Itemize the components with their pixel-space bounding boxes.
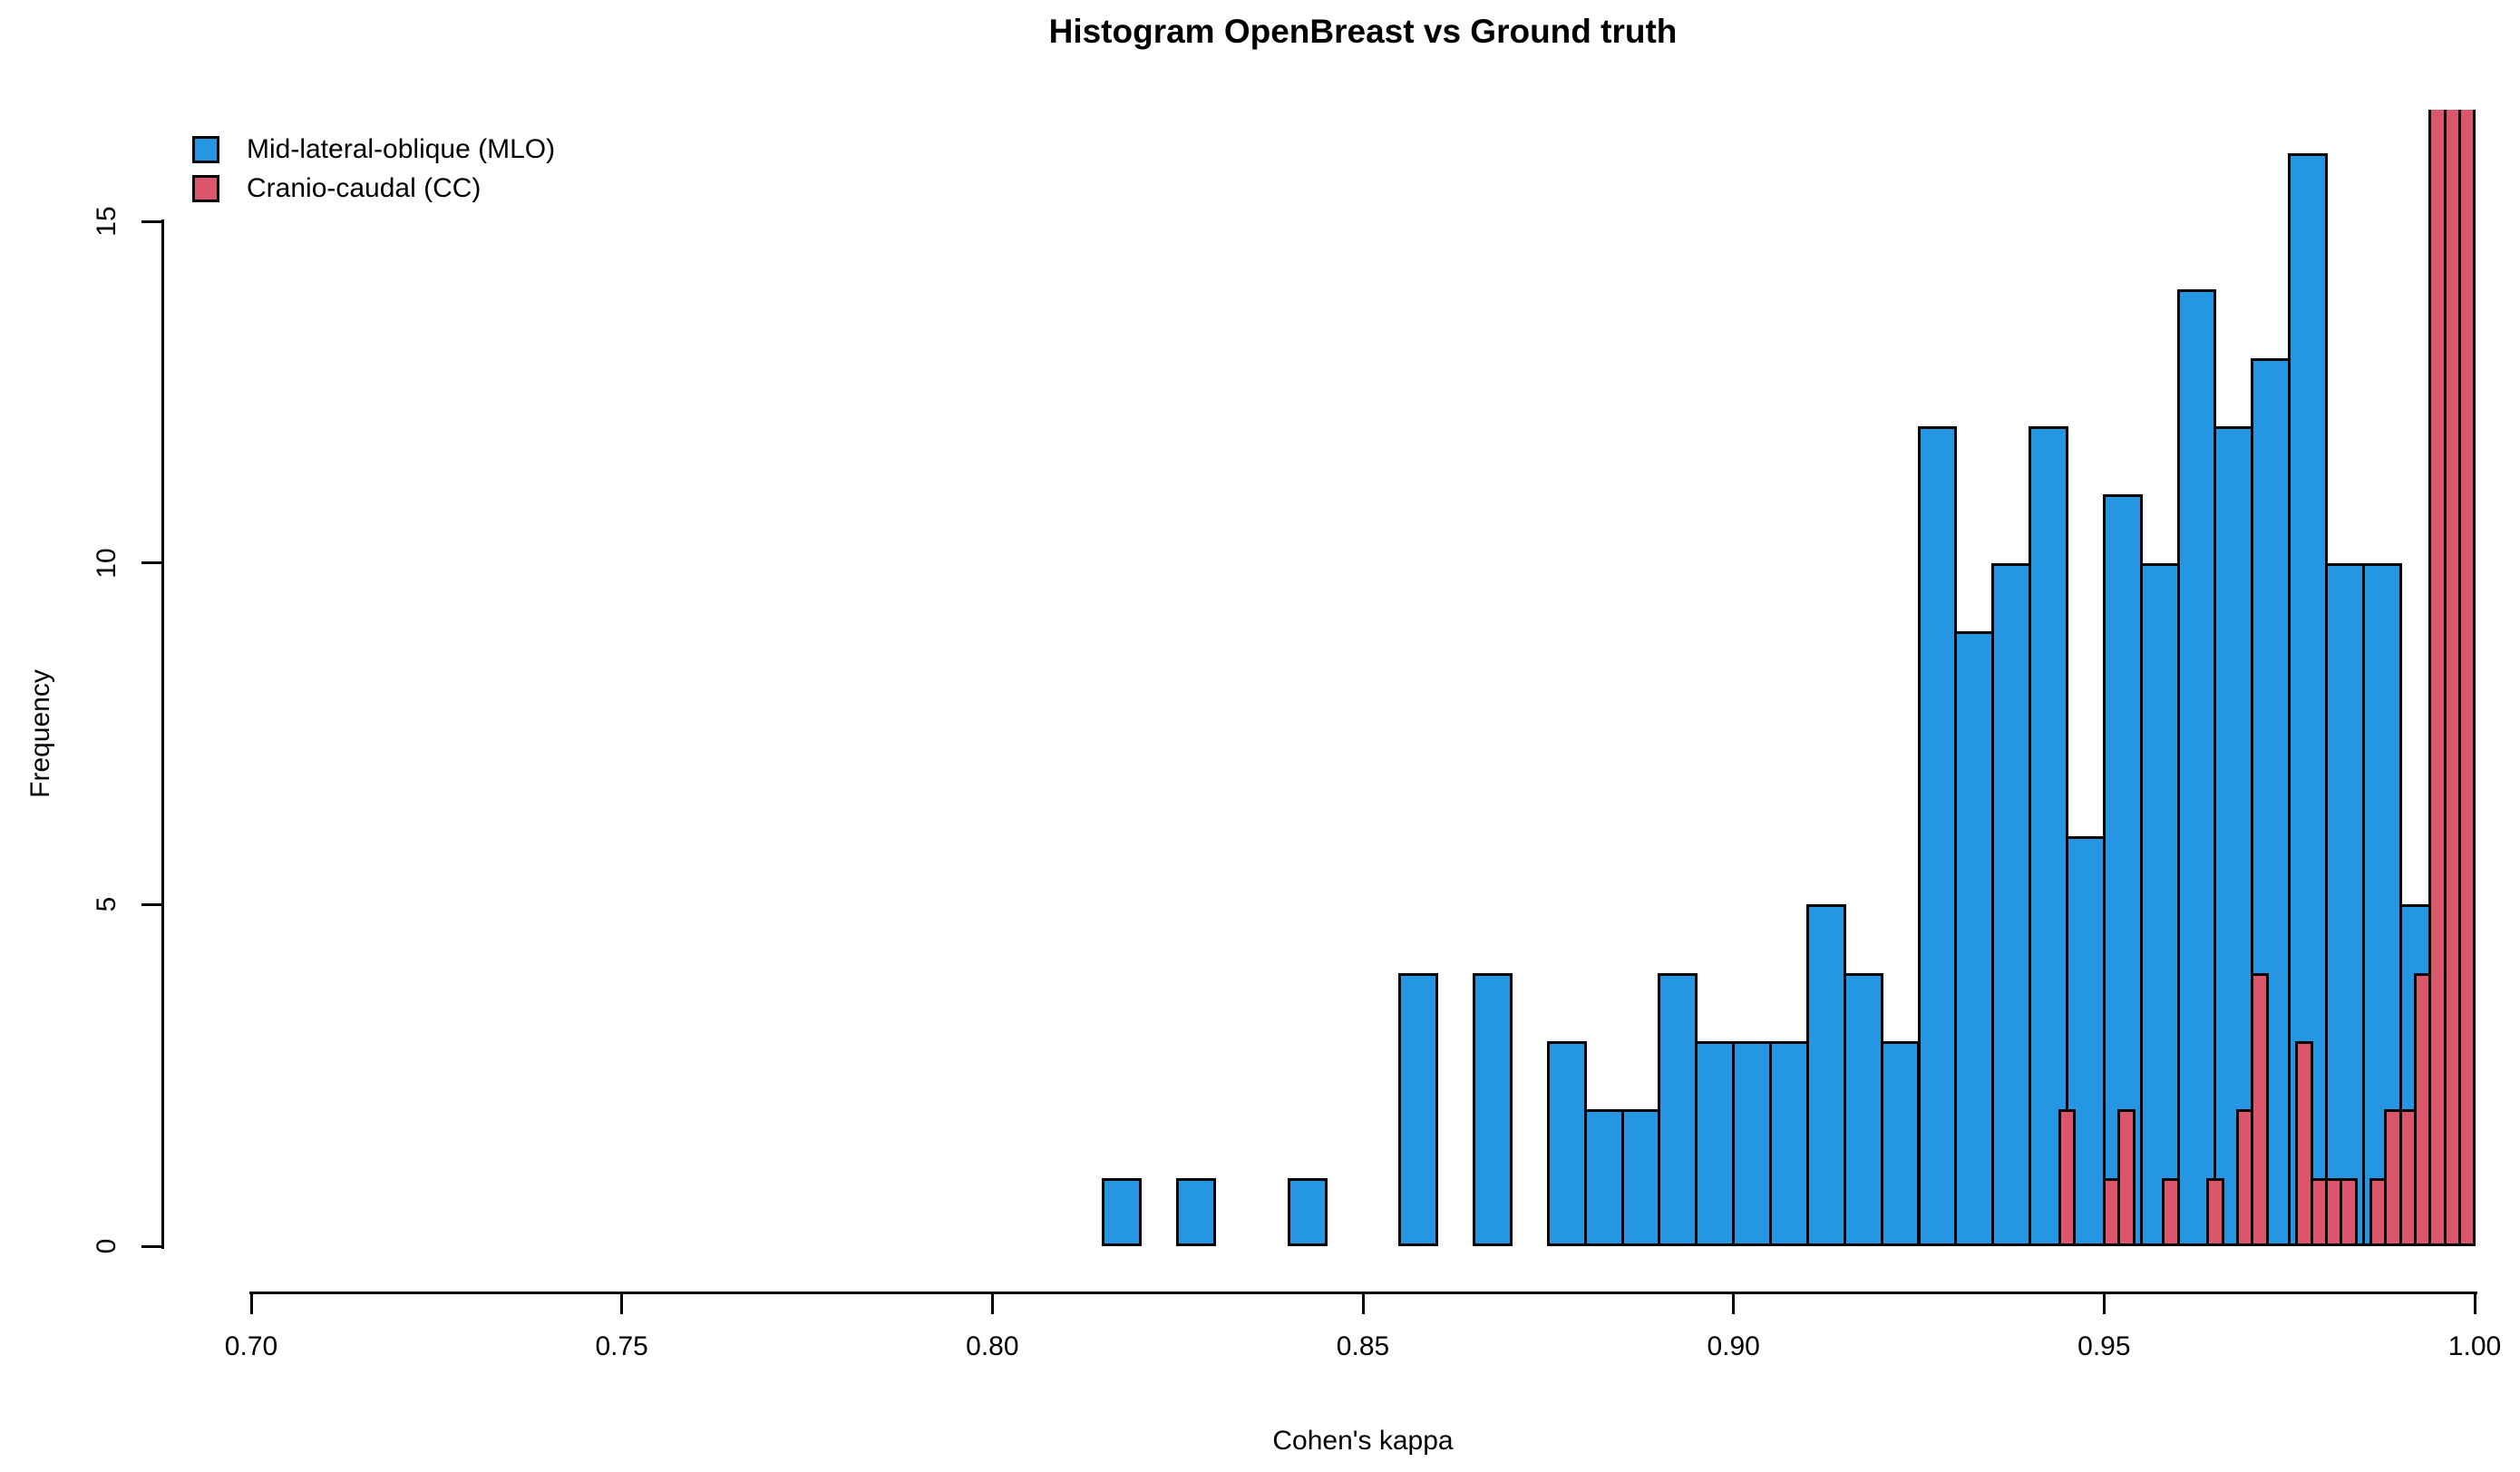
histogram-bar-mlo <box>1546 1041 1587 1246</box>
x-axis-line <box>249 1292 2477 1294</box>
x-axis-tick <box>2473 1294 2476 1314</box>
legend-swatch-mlo <box>192 136 219 163</box>
histogram-bar-mlo <box>2065 836 2106 1246</box>
histogram-bar-mlo <box>1102 1177 1143 1246</box>
x-axis-tick <box>1361 1294 1365 1314</box>
histogram-bar-mlo <box>1769 1041 1809 1246</box>
chart-title: Histogram OpenBreast vs Ground truth <box>1048 13 1678 50</box>
y-tick-label: 0 <box>92 1238 122 1254</box>
histogram-bar-mlo <box>1695 1041 1736 1246</box>
histogram-bar-cc <box>2295 1041 2313 1246</box>
histogram-bar-mlo <box>1398 972 1439 1246</box>
histogram-bar-mlo <box>2139 562 2180 1246</box>
histogram-bar-mlo <box>2361 562 2402 1246</box>
x-tick-label: 0.85 <box>1336 1331 1390 1361</box>
x-axis-tick <box>990 1294 994 1314</box>
y-axis-line <box>161 219 164 1249</box>
x-tick-label: 0.95 <box>2077 1331 2131 1361</box>
histogram-bar-mlo <box>1287 1177 1328 1246</box>
histogram-bar-cc <box>2340 1177 2358 1246</box>
histogram-bar-mlo <box>2325 562 2365 1246</box>
histogram-bar-mlo <box>1805 904 1846 1246</box>
y-axis-tick <box>141 902 161 906</box>
histogram-bar-cc <box>2058 1109 2077 1246</box>
histogram-bar-mlo <box>1620 1109 1661 1246</box>
legend-label-cc: Cranio-caudal (CC) <box>247 173 482 203</box>
x-axis-tick <box>2102 1294 2106 1314</box>
histogram-bar-cc <box>2251 972 2269 1246</box>
histogram-bar-cc <box>2162 1177 2180 1246</box>
histogram-bar-cc <box>2117 1109 2136 1246</box>
legend-swatch-cc <box>192 175 219 202</box>
histogram-bar-mlo <box>1954 631 1995 1246</box>
x-axis-tick <box>620 1294 624 1314</box>
y-axis-title: Frequency <box>25 669 55 798</box>
histogram-bar-cc <box>2458 110 2476 1246</box>
x-tick-label: 0.90 <box>1707 1331 1760 1361</box>
histogram-bar-mlo <box>1732 1041 1773 1246</box>
y-axis-tick <box>141 219 161 223</box>
x-axis-tick <box>1732 1294 1736 1314</box>
x-axis-tick <box>249 1294 253 1314</box>
x-tick-label: 1.00 <box>2447 1331 2502 1361</box>
y-tick-label: 10 <box>92 548 122 579</box>
y-tick-label: 5 <box>92 897 122 912</box>
histogram-bar-mlo <box>1658 972 1698 1246</box>
x-axis-title: Cohen's kappa <box>1272 1426 1454 1456</box>
histogram-bar-mlo <box>2176 289 2217 1246</box>
x-tick-label: 0.80 <box>966 1331 1019 1361</box>
y-tick-label: 15 <box>92 206 122 237</box>
histogram-bar-mlo <box>1917 426 1958 1246</box>
histogram-bar-mlo <box>1843 972 1883 1246</box>
histogram-bar-mlo <box>2029 426 2068 1246</box>
histogram-bar-cc <box>2206 1177 2224 1246</box>
y-axis-tick <box>141 1244 161 1248</box>
x-tick-label: 0.70 <box>224 1331 278 1361</box>
x-tick-label: 0.75 <box>595 1331 648 1361</box>
y-axis-tick <box>141 561 161 565</box>
histogram-bar-mlo <box>1583 1109 1624 1246</box>
histogram-bar-mlo <box>1880 1041 1921 1246</box>
histogram-bar-mlo <box>1473 972 1513 1246</box>
legend-label-mlo: Mid-lateral-oblique (MLO) <box>247 134 556 164</box>
histogram-bar-mlo <box>1176 1177 1217 1246</box>
histogram-bar-mlo <box>1991 562 2032 1246</box>
